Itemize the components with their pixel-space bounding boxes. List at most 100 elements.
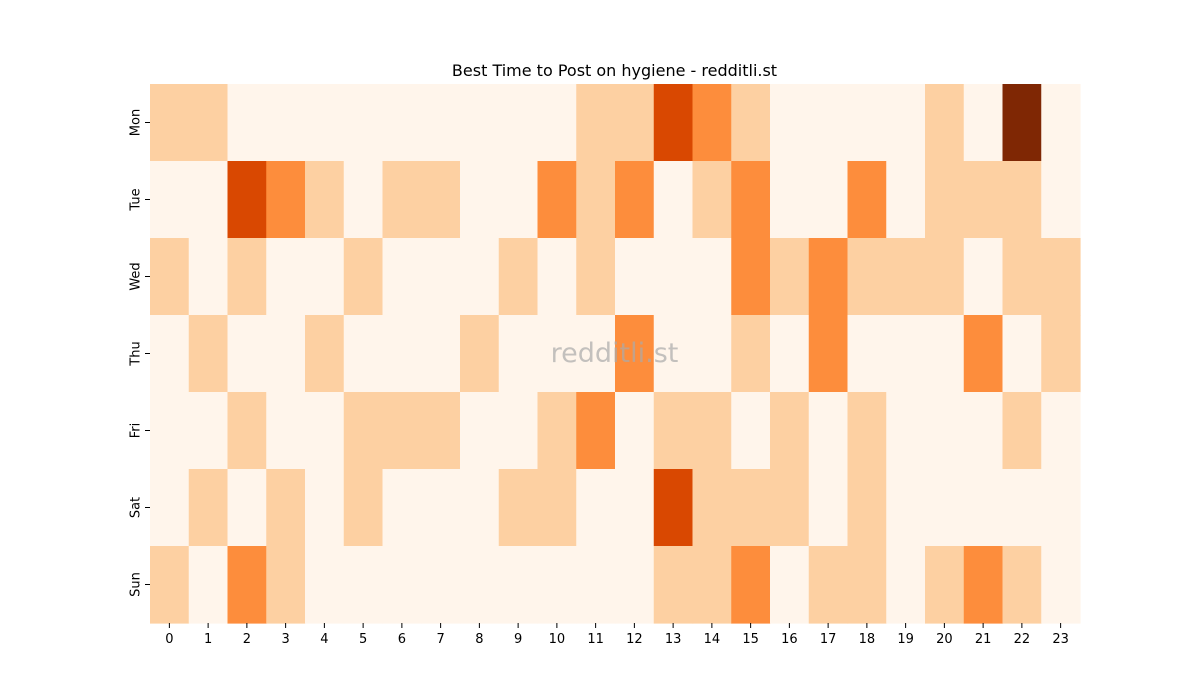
heatmap-cell-sun-7 [421, 546, 461, 624]
heatmap-cell-sat-12 [615, 469, 655, 547]
heatmap-cell-mon-17 [808, 84, 849, 162]
heatmap-cell-wed-7 [421, 238, 461, 316]
heatmap-cell-sat-14 [692, 469, 732, 547]
heatmap-cell-sun-6 [382, 546, 422, 624]
heatmap-cell-sun-16 [770, 546, 810, 624]
heatmap-cell-wed-4 [305, 238, 345, 316]
x-tick-label: 11 [587, 632, 604, 647]
x-tick-label: 22 [1014, 632, 1031, 647]
heatmap-cell-mon-12 [615, 84, 655, 162]
heatmap-cell-sun-14 [692, 546, 732, 624]
heatmap-cell-tue-21 [963, 161, 1004, 239]
heatmap-cell-thu-3 [266, 315, 306, 393]
heatmap-cell-tue-6 [382, 161, 422, 239]
heatmap-cell-sat-17 [808, 469, 849, 547]
x-tick-label: 23 [1052, 632, 1069, 647]
heatmap-cell-mon-10 [537, 84, 577, 162]
x-tick-label: 19 [897, 632, 914, 647]
heatmap-cell-tue-20 [925, 161, 965, 239]
x-tick-label: 1 [204, 632, 212, 647]
heatmap-cell-thu-11 [576, 315, 616, 393]
heatmap-cell-wed-10 [537, 238, 577, 316]
heatmap-cell-tue-4 [305, 161, 345, 239]
heatmap-cell-sat-16 [770, 469, 810, 547]
heatmap-cell-sun-12 [615, 546, 655, 624]
heatmap-cell-tue-1 [188, 161, 229, 239]
heatmap-cell-sun-8 [460, 546, 500, 624]
heatmap-cell-wed-9 [498, 238, 539, 316]
heatmap-cell-tue-3 [266, 161, 306, 239]
heatmap-cell-fri-17 [808, 392, 849, 470]
heatmap-cell-tue-22 [1002, 161, 1042, 239]
heatmap-cell-thu-22 [1002, 315, 1042, 393]
heatmap-cell-sun-21 [963, 546, 1004, 624]
x-tick-label: 7 [436, 632, 444, 647]
heatmap-cell-fri-15 [731, 392, 771, 470]
heatmap-cell-sat-19 [886, 469, 926, 547]
heatmap-cell-wed-15 [731, 238, 771, 316]
heatmap-cell-fri-20 [925, 392, 965, 470]
y-axis-ticks: Mon Tue Wed Thu Fri Sat Sun [129, 109, 150, 597]
heatmap-cell-fri-1 [188, 392, 229, 470]
heatmap-cell-sat-9 [498, 469, 539, 547]
heatmap-cell-fri-5 [343, 392, 384, 470]
heatmap-cell-thu-2 [227, 315, 267, 393]
heatmap-cell-sat-22 [1002, 469, 1042, 547]
x-tick-label: 12 [626, 632, 643, 647]
heatmap-cell-sun-20 [925, 546, 965, 624]
y-tick-label: Tue [129, 188, 144, 211]
heatmap-cell-mon-18 [847, 84, 887, 162]
heatmap-cell-mon-21 [963, 84, 1004, 162]
heatmap-cell-mon-1 [188, 84, 229, 162]
heatmap-cell-thu-19 [886, 315, 926, 393]
x-tick-label: 3 [281, 632, 289, 647]
heatmap-cell-tue-7 [421, 161, 461, 239]
heatmap-cell-fri-4 [305, 392, 345, 470]
heatmap-cell-wed-21 [963, 238, 1004, 316]
heatmap-cell-sun-11 [576, 546, 616, 624]
heatmap-cell-mon-6 [382, 84, 422, 162]
heatmap-cell-thu-17 [808, 315, 849, 393]
heatmap-cell-mon-13 [653, 84, 694, 162]
heatmap-cell-sat-11 [576, 469, 616, 547]
heatmap-cell-fri-21 [963, 392, 1004, 470]
heatmap-cell-tue-15 [731, 161, 771, 239]
heatmap-cell-sun-18 [847, 546, 887, 624]
x-tick-label: 10 [549, 632, 566, 647]
heatmap-cell-wed-16 [770, 238, 810, 316]
heatmap-cell-tue-18 [847, 161, 887, 239]
heatmap-cell-wed-3 [266, 238, 306, 316]
heatmap-cell-thu-14 [692, 315, 732, 393]
heatmap-cell-mon-2 [227, 84, 267, 162]
x-tick-label: 17 [820, 632, 837, 647]
heatmap-cell-fri-12 [615, 392, 655, 470]
heatmap-cell-thu-21 [963, 315, 1004, 393]
heatmap-cell-mon-5 [343, 84, 384, 162]
heatmap-cell-thu-7 [421, 315, 461, 393]
heatmap-cell-wed-6 [382, 238, 422, 316]
x-tick-label: 8 [475, 632, 483, 647]
heatmap-cell-fri-2 [227, 392, 267, 470]
heatmap-cell-sat-8 [460, 469, 500, 547]
x-tick-label: 5 [359, 632, 367, 647]
heatmap-cell-thu-12 [615, 315, 655, 393]
y-tick-label: Mon [129, 109, 144, 136]
heatmap-cell-thu-10 [537, 315, 577, 393]
heatmap-cell-thu-5 [343, 315, 384, 393]
heatmap-cell-wed-12 [615, 238, 655, 316]
heatmap-cell-thu-13 [653, 315, 694, 393]
heatmap-cell-thu-20 [925, 315, 965, 393]
heatmap-cell-mon-0 [150, 84, 190, 162]
heatmap-cell-mon-16 [770, 84, 810, 162]
heatmap-cell-sun-1 [188, 546, 229, 624]
heatmap-cell-wed-14 [692, 238, 732, 316]
heatmap-cell-sun-5 [343, 546, 384, 624]
heatmap-cell-mon-14 [692, 84, 732, 162]
heatmap-cell-mon-20 [925, 84, 965, 162]
heatmap-cell-mon-4 [305, 84, 345, 162]
heatmap-cell-tue-14 [692, 161, 732, 239]
heatmap-cell-wed-2 [227, 238, 267, 316]
heatmap-cell-fri-23 [1041, 392, 1081, 470]
x-tick-label: 4 [320, 632, 328, 647]
y-tick-label: Thu [129, 341, 144, 366]
